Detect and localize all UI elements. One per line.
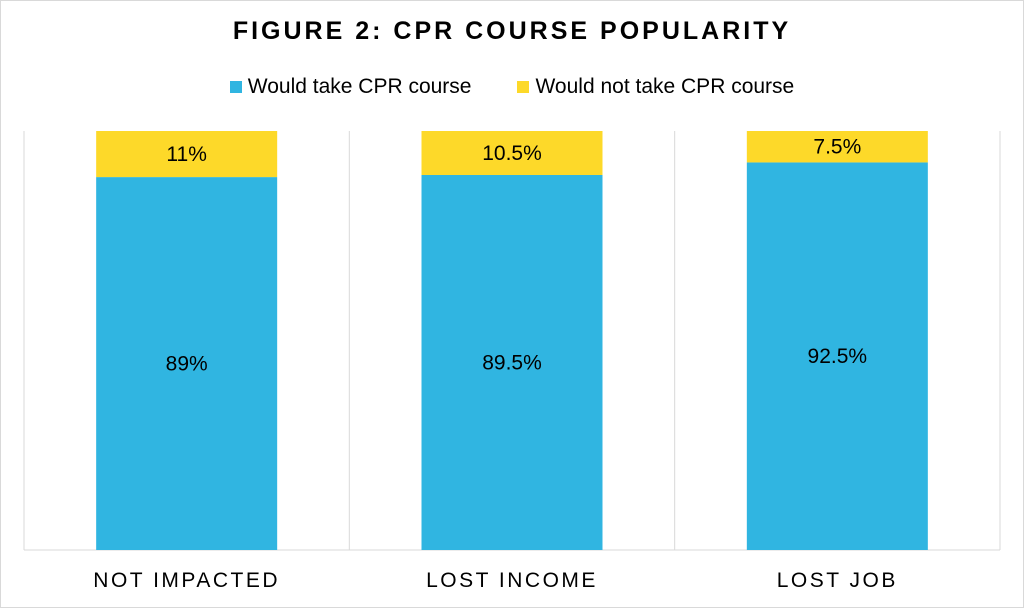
bar-take-2: [746, 162, 928, 551]
legend-swatch-not-take: [517, 81, 530, 93]
data-label-not-take-0: 11%: [166, 143, 206, 166]
category-label-2: LOST JOB: [777, 569, 898, 592]
bar-not-take-1: [421, 131, 603, 175]
data-label-not-take-1: 10.5%: [482, 142, 542, 165]
bar-not-take-0: [96, 131, 278, 178]
data-label-take-0: 89%: [166, 353, 208, 376]
category-label-0: NOT IMPACTED: [93, 569, 280, 592]
legend-label-not-take: Would not take CPR course: [535, 75, 795, 98]
legend: Would take CPR course Would not take CPR…: [0, 75, 1024, 99]
chart-title: FIGURE 2: CPR COURSE POPULARITY: [232, 17, 792, 45]
legend-entry-not-take: Would not take CPR course: [517, 75, 794, 99]
legend-entry-take: Would take CPR course: [229, 75, 472, 99]
legend-label-take: Would take CPR course: [247, 75, 472, 98]
bar-take-0: [96, 177, 278, 550]
category-label-1: LOST INCOME: [426, 569, 598, 592]
bar-take-1: [421, 174, 603, 550]
data-label-take-1: 89.5%: [482, 351, 542, 374]
data-label-not-take-2: 7.5%: [813, 136, 861, 159]
bar-not-take-2: [746, 131, 928, 163]
data-label-take-2: 92.5%: [808, 345, 868, 368]
legend-swatch-take: [229, 81, 242, 93]
